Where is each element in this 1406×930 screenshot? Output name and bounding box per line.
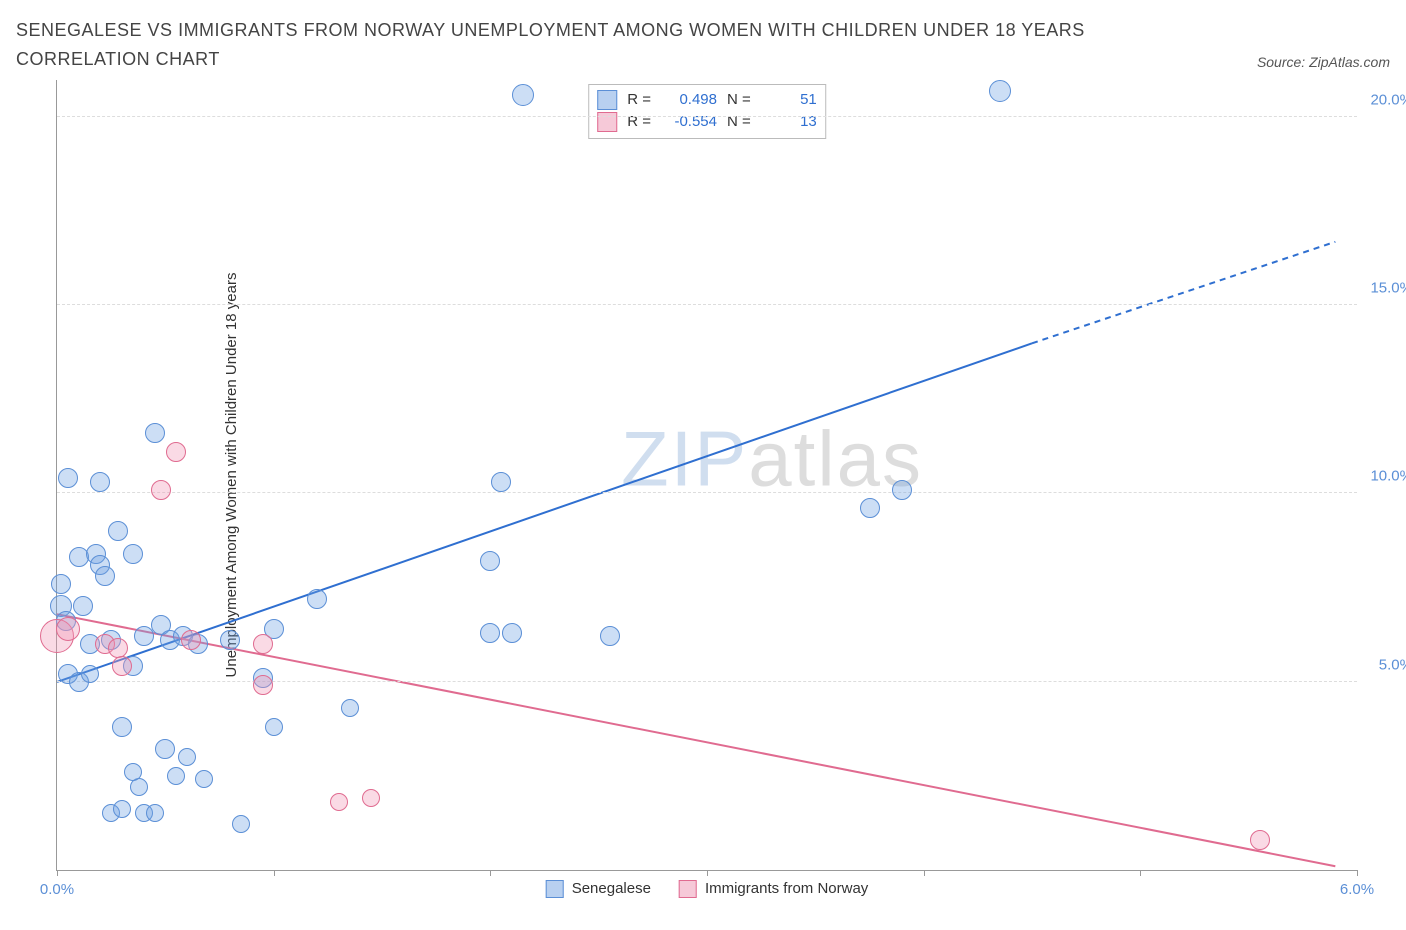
legend-swatch [546, 880, 564, 898]
data-point-senegalese [512, 84, 534, 106]
title-row: SENEGALESE VS IMMIGRANTS FROM NORWAY UNE… [16, 16, 1390, 74]
gridline-h [57, 116, 1357, 117]
data-point-senegalese [155, 739, 175, 759]
data-point-senegalese [90, 472, 110, 492]
x-tick-mark [1140, 870, 1141, 876]
data-point-immigrants-from-norway [253, 634, 273, 654]
legend-r-value: 0.498 [661, 89, 717, 112]
data-point-senegalese [113, 800, 131, 818]
legend-n-label: N = [727, 89, 751, 112]
plot-area: Unemployment Among Women with Children U… [56, 80, 1357, 871]
x-tick-mark [1357, 870, 1358, 876]
data-point-senegalese [58, 468, 78, 488]
data-point-senegalese [112, 717, 132, 737]
legend-row: R = 0.498 N = 51 [597, 89, 817, 112]
data-point-immigrants-from-norway [112, 656, 132, 676]
y-tick-label: 10.0% [1370, 468, 1406, 485]
bottom-legend-label: Immigrants from Norway [705, 880, 868, 897]
gridline-h [57, 681, 1357, 682]
data-point-senegalese [178, 748, 196, 766]
legend-r-label: R = [627, 89, 651, 112]
data-point-senegalese [145, 423, 165, 443]
bottom-legend-item: Senegalese [546, 880, 651, 898]
x-tick-mark [707, 870, 708, 876]
legend-n-value: 51 [761, 89, 817, 112]
data-point-senegalese [51, 574, 71, 594]
data-point-senegalese [989, 80, 1011, 102]
data-point-immigrants-from-norway [56, 617, 80, 641]
trendline [57, 343, 1032, 682]
data-point-immigrants-from-norway [166, 442, 186, 462]
gridline-h [57, 304, 1357, 305]
watermark: ZIPatlas [621, 413, 923, 504]
legend-row: R = -0.554 N = 13 [597, 111, 817, 134]
legend-r-value: -0.554 [661, 111, 717, 134]
data-point-immigrants-from-norway [330, 793, 348, 811]
data-point-senegalese [73, 596, 93, 616]
data-point-senegalese [123, 544, 143, 564]
data-point-immigrants-from-norway [181, 630, 201, 650]
trend-lines-svg [57, 80, 1357, 870]
gridline-h [57, 492, 1357, 493]
data-point-senegalese [232, 815, 250, 833]
x-tick-label: 0.0% [40, 881, 74, 898]
data-point-senegalese [265, 718, 283, 736]
legend-box: R = 0.498 N = 51 R = -0.554 N = 13 [588, 84, 826, 139]
trendline [1032, 241, 1335, 343]
data-point-senegalese [341, 699, 359, 717]
y-tick-label: 20.0% [1370, 92, 1406, 109]
bottom-legend-item: Immigrants from Norway [679, 880, 868, 898]
data-point-senegalese [491, 472, 511, 492]
legend-n-value: 13 [761, 111, 817, 134]
legend-n-label: N = [727, 111, 751, 134]
data-point-senegalese [108, 521, 128, 541]
data-point-senegalese [892, 480, 912, 500]
y-tick-label: 15.0% [1370, 280, 1406, 297]
x-tick-mark [57, 870, 58, 876]
legend-r-label: R = [627, 111, 651, 134]
data-point-senegalese [167, 767, 185, 785]
data-point-senegalese [502, 623, 522, 643]
data-point-immigrants-from-norway [108, 638, 128, 658]
data-point-immigrants-from-norway [1250, 830, 1270, 850]
x-tick-label: 6.0% [1340, 881, 1374, 898]
chart-container: SENEGALESE VS IMMIGRANTS FROM NORWAY UNE… [16, 16, 1390, 914]
legend-swatch [597, 90, 617, 110]
bottom-legend: Senegalese Immigrants from Norway [546, 880, 869, 898]
x-tick-mark [924, 870, 925, 876]
watermark-zip: ZIP [621, 414, 748, 502]
data-point-senegalese [95, 566, 115, 586]
data-point-senegalese [860, 498, 880, 518]
data-point-senegalese [600, 626, 620, 646]
chart-title: SENEGALESE VS IMMIGRANTS FROM NORWAY UNE… [16, 16, 1116, 74]
data-point-senegalese [480, 551, 500, 571]
data-point-senegalese [307, 589, 327, 609]
data-point-senegalese [146, 804, 164, 822]
data-point-senegalese [480, 623, 500, 643]
y-tick-label: 5.0% [1379, 656, 1406, 673]
data-point-immigrants-from-norway [253, 675, 273, 695]
data-point-immigrants-from-norway [151, 480, 171, 500]
data-point-senegalese [220, 630, 240, 650]
data-point-senegalese [134, 626, 154, 646]
x-tick-mark [274, 870, 275, 876]
data-point-immigrants-from-norway [362, 789, 380, 807]
x-tick-mark [490, 870, 491, 876]
source-label: Source: ZipAtlas.com [1257, 54, 1390, 74]
bottom-legend-label: Senegalese [572, 880, 651, 897]
y-axis-label: Unemployment Among Women with Children U… [223, 272, 240, 677]
legend-swatch [679, 880, 697, 898]
data-point-senegalese [81, 665, 99, 683]
data-point-senegalese [195, 770, 213, 788]
data-point-senegalese [124, 763, 142, 781]
